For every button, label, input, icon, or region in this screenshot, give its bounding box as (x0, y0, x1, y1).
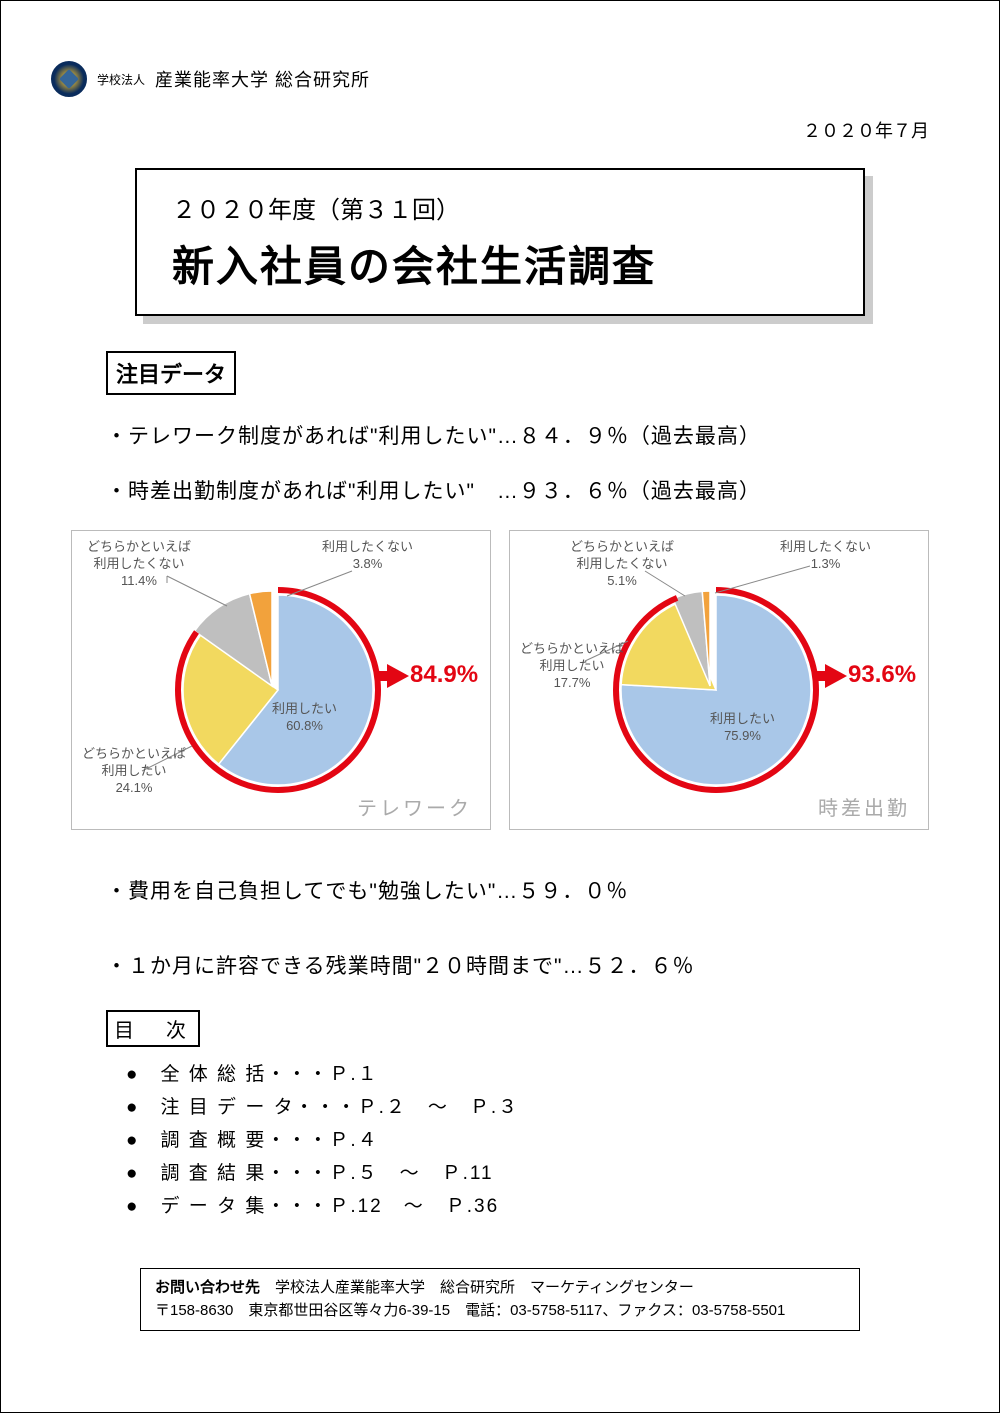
org-prefix: 学校法人 (97, 71, 145, 88)
bullet-2: ・時差出勤制度があれば"利用したい" …９３．６％（過去最高） (106, 475, 949, 505)
charts-row: どちらかといえば利用したい24.1% どちらかといえば利用したくない11.4% 利用… (51, 530, 949, 830)
org-header: 学校法人 産業能率大学 総合研究所 (51, 61, 949, 97)
toc-title: 目 次 (106, 1010, 200, 1047)
chart-title: テレワーク (357, 792, 472, 821)
title-small: ２０２０年度（第３１回） (172, 190, 828, 225)
chart-jisa: どちらかといえば利用したい17.7% どちらかといえば利用したくない5.1% 利用し… (509, 530, 929, 830)
callout-pct: 84.9% (410, 661, 478, 689)
callout-pct: 93.6% (848, 661, 916, 689)
toc-line: ● 調 査 概 要・・・Ｐ.４ (126, 1125, 949, 1152)
date: ２０２０年７月 (51, 117, 929, 143)
chart-title: 時差出勤 (818, 792, 910, 821)
title-box: ２０２０年度（第３１回） 新入社員の会社生活調査 (135, 168, 865, 316)
segment-label: どちらかといえば利用したくない11.4% (87, 539, 191, 590)
org-name: 産業能率大学 総合研究所 (155, 66, 370, 92)
logo-icon (51, 61, 87, 97)
attention-label: 注目データ (106, 351, 236, 395)
contact-line1: 学校法人産業能率大学 総合研究所 マーケティングセンター (260, 1279, 694, 1296)
toc-line: ● 調 査 結 果・・・Ｐ.５ ～ Ｐ.11 (126, 1158, 949, 1185)
segment-label: どちらかといえば利用したい17.7% (520, 641, 624, 692)
title-box-wrap: ２０２０年度（第３１回） 新入社員の会社生活調査 (51, 168, 949, 316)
segment-label: どちらかといえば利用したくない5.1% (570, 539, 674, 590)
contact-box: お問い合わせ先 学校法人産業能率大学 総合研究所 マーケティングセンター 〒15… (140, 1268, 860, 1331)
contact-line2: 〒158-8630 東京都世田谷区等々力6-39-15 電話：03-5758-5… (155, 1302, 785, 1319)
toc-line: ● デ ー タ 集・・・Ｐ.12 ～ Ｐ.36 (126, 1191, 949, 1218)
inner-label: 利用したい75.9% (710, 711, 775, 745)
contact-label: お問い合わせ先 (155, 1279, 260, 1296)
bullet-3: ・費用を自己負担してでも"勉強したい"…５９．０％ (106, 875, 949, 905)
segment-label: 利用したくない3.8% (322, 539, 413, 573)
toc-line: ● 全 体 総 括・・・Ｐ.１ (126, 1059, 949, 1086)
inner-label: 利用したい60.8% (272, 701, 337, 735)
toc-line: ● 注 目 デ ー タ・・・Ｐ.２ ～ Ｐ.３ (126, 1092, 949, 1119)
segment-label: どちらかといえば利用したい24.1% (82, 746, 186, 797)
title-big: 新入社員の会社生活調査 (172, 233, 828, 294)
toc: 目 次 ● 全 体 総 括・・・Ｐ.１● 注 目 デ ー タ・・・Ｐ.２ ～ Ｐ… (126, 1010, 949, 1218)
segment-label: 利用したくない1.3% (780, 539, 871, 573)
chart-telework: どちらかといえば利用したい24.1% どちらかといえば利用したくない11.4% 利用… (71, 530, 491, 830)
bullet-1: ・テレワーク制度があれば"利用したい"…８４．９％（過去最高） (106, 420, 949, 450)
bullet-4: ・１か月に許容できる残業時間"２０時間まで"…５２．６％ (106, 950, 949, 980)
